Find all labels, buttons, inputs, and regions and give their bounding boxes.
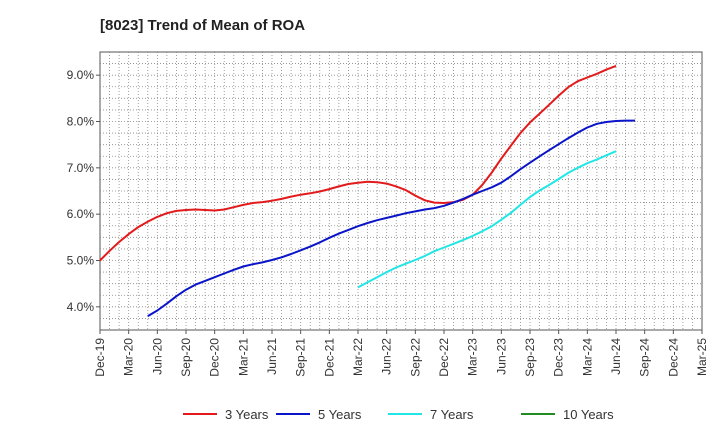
y-tick-label: 4.0% bbox=[67, 300, 95, 314]
x-tick-label: Jun-20 bbox=[150, 338, 164, 375]
y-tick-label: 5.0% bbox=[67, 254, 95, 268]
x-tick-label: Dec-22 bbox=[437, 338, 451, 377]
x-tick-label: Sep-21 bbox=[294, 338, 308, 377]
x-tick-label: Sep-22 bbox=[408, 338, 422, 377]
x-tick-label: Dec-24 bbox=[666, 338, 680, 377]
series-line-5-years bbox=[147, 119, 636, 317]
x-tick-label: Dec-23 bbox=[552, 338, 566, 377]
x-tick-label: Jun-24 bbox=[609, 338, 623, 375]
series-line-7-years bbox=[357, 150, 617, 289]
x-tick-label: Sep-20 bbox=[179, 338, 193, 377]
x-tick-label: Sep-24 bbox=[638, 338, 652, 377]
x-tick-label: Jun-23 bbox=[494, 338, 508, 375]
x-tick-label: Dec-20 bbox=[208, 338, 222, 377]
series-lines bbox=[99, 64, 636, 317]
legend: 3 Years 5 Years 7 Years 10 Years bbox=[183, 407, 614, 422]
x-tick-label: Jun-22 bbox=[380, 338, 394, 375]
x-axis: Dec-19 Mar-20 Jun-20 Sep-20 Dec-20 Mar-21 Jun-… bbox=[93, 330, 709, 377]
x-tick-label: Dec-19 bbox=[93, 338, 107, 377]
y-tick-label: 9.0% bbox=[67, 68, 95, 82]
chart-title: [8023] Trend of Mean of ROA bbox=[100, 17, 305, 34]
y-tick-label: 6.0% bbox=[67, 207, 95, 221]
x-tick-label: Mar-21 bbox=[236, 338, 250, 376]
legend-label: 7 Years bbox=[430, 407, 474, 422]
x-tick-label: Sep-23 bbox=[523, 338, 537, 377]
x-tick-label: Mar-24 bbox=[580, 338, 594, 376]
x-tick-label: Jun-21 bbox=[265, 338, 279, 375]
y-tick-label: 7.0% bbox=[67, 161, 95, 175]
legend-label: 10 Years bbox=[563, 407, 614, 422]
x-tick-label: Mar-25 bbox=[695, 338, 709, 376]
legend-label: 3 Years bbox=[225, 407, 269, 422]
x-tick-label: Dec-21 bbox=[322, 338, 336, 377]
legend-label: 5 Years bbox=[318, 407, 362, 422]
x-tick-label: Mar-23 bbox=[466, 338, 480, 376]
x-tick-label: Mar-20 bbox=[122, 338, 136, 376]
x-tick-label: Mar-22 bbox=[351, 338, 365, 376]
y-tick-label: 8.0% bbox=[67, 115, 95, 129]
y-axis: 4.0% 5.0% 6.0% 7.0% 8.0% 9.0% bbox=[67, 68, 100, 314]
gridlines bbox=[100, 52, 702, 330]
series-line-3-years bbox=[99, 64, 617, 262]
